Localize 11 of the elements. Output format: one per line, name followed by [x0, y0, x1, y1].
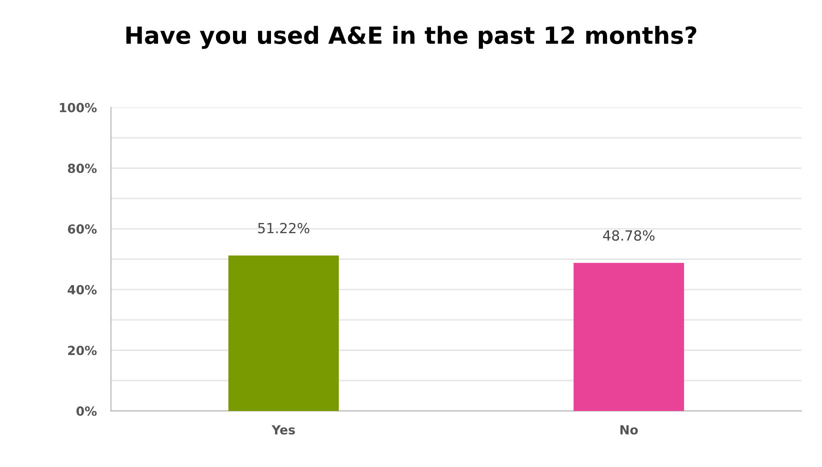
- y-tick-label: 80%: [68, 164, 97, 174]
- x-tick-label: Yes: [272, 425, 295, 435]
- y-tick-label: 40%: [68, 285, 97, 294]
- y-tick-label: 60%: [68, 224, 97, 234]
- data-label: 51.22%: [258, 222, 310, 234]
- data-label: 48.78%: [603, 230, 655, 241]
- x-tick-label: No: [620, 425, 638, 435]
- y-tick-label: 100%: [60, 102, 97, 112]
- y-tick-label: 20%: [68, 346, 97, 356]
- y-tick-label: 0%: [76, 406, 97, 416]
- chart-title: Have you used A&E in the past 12 months?: [126, 26, 696, 49]
